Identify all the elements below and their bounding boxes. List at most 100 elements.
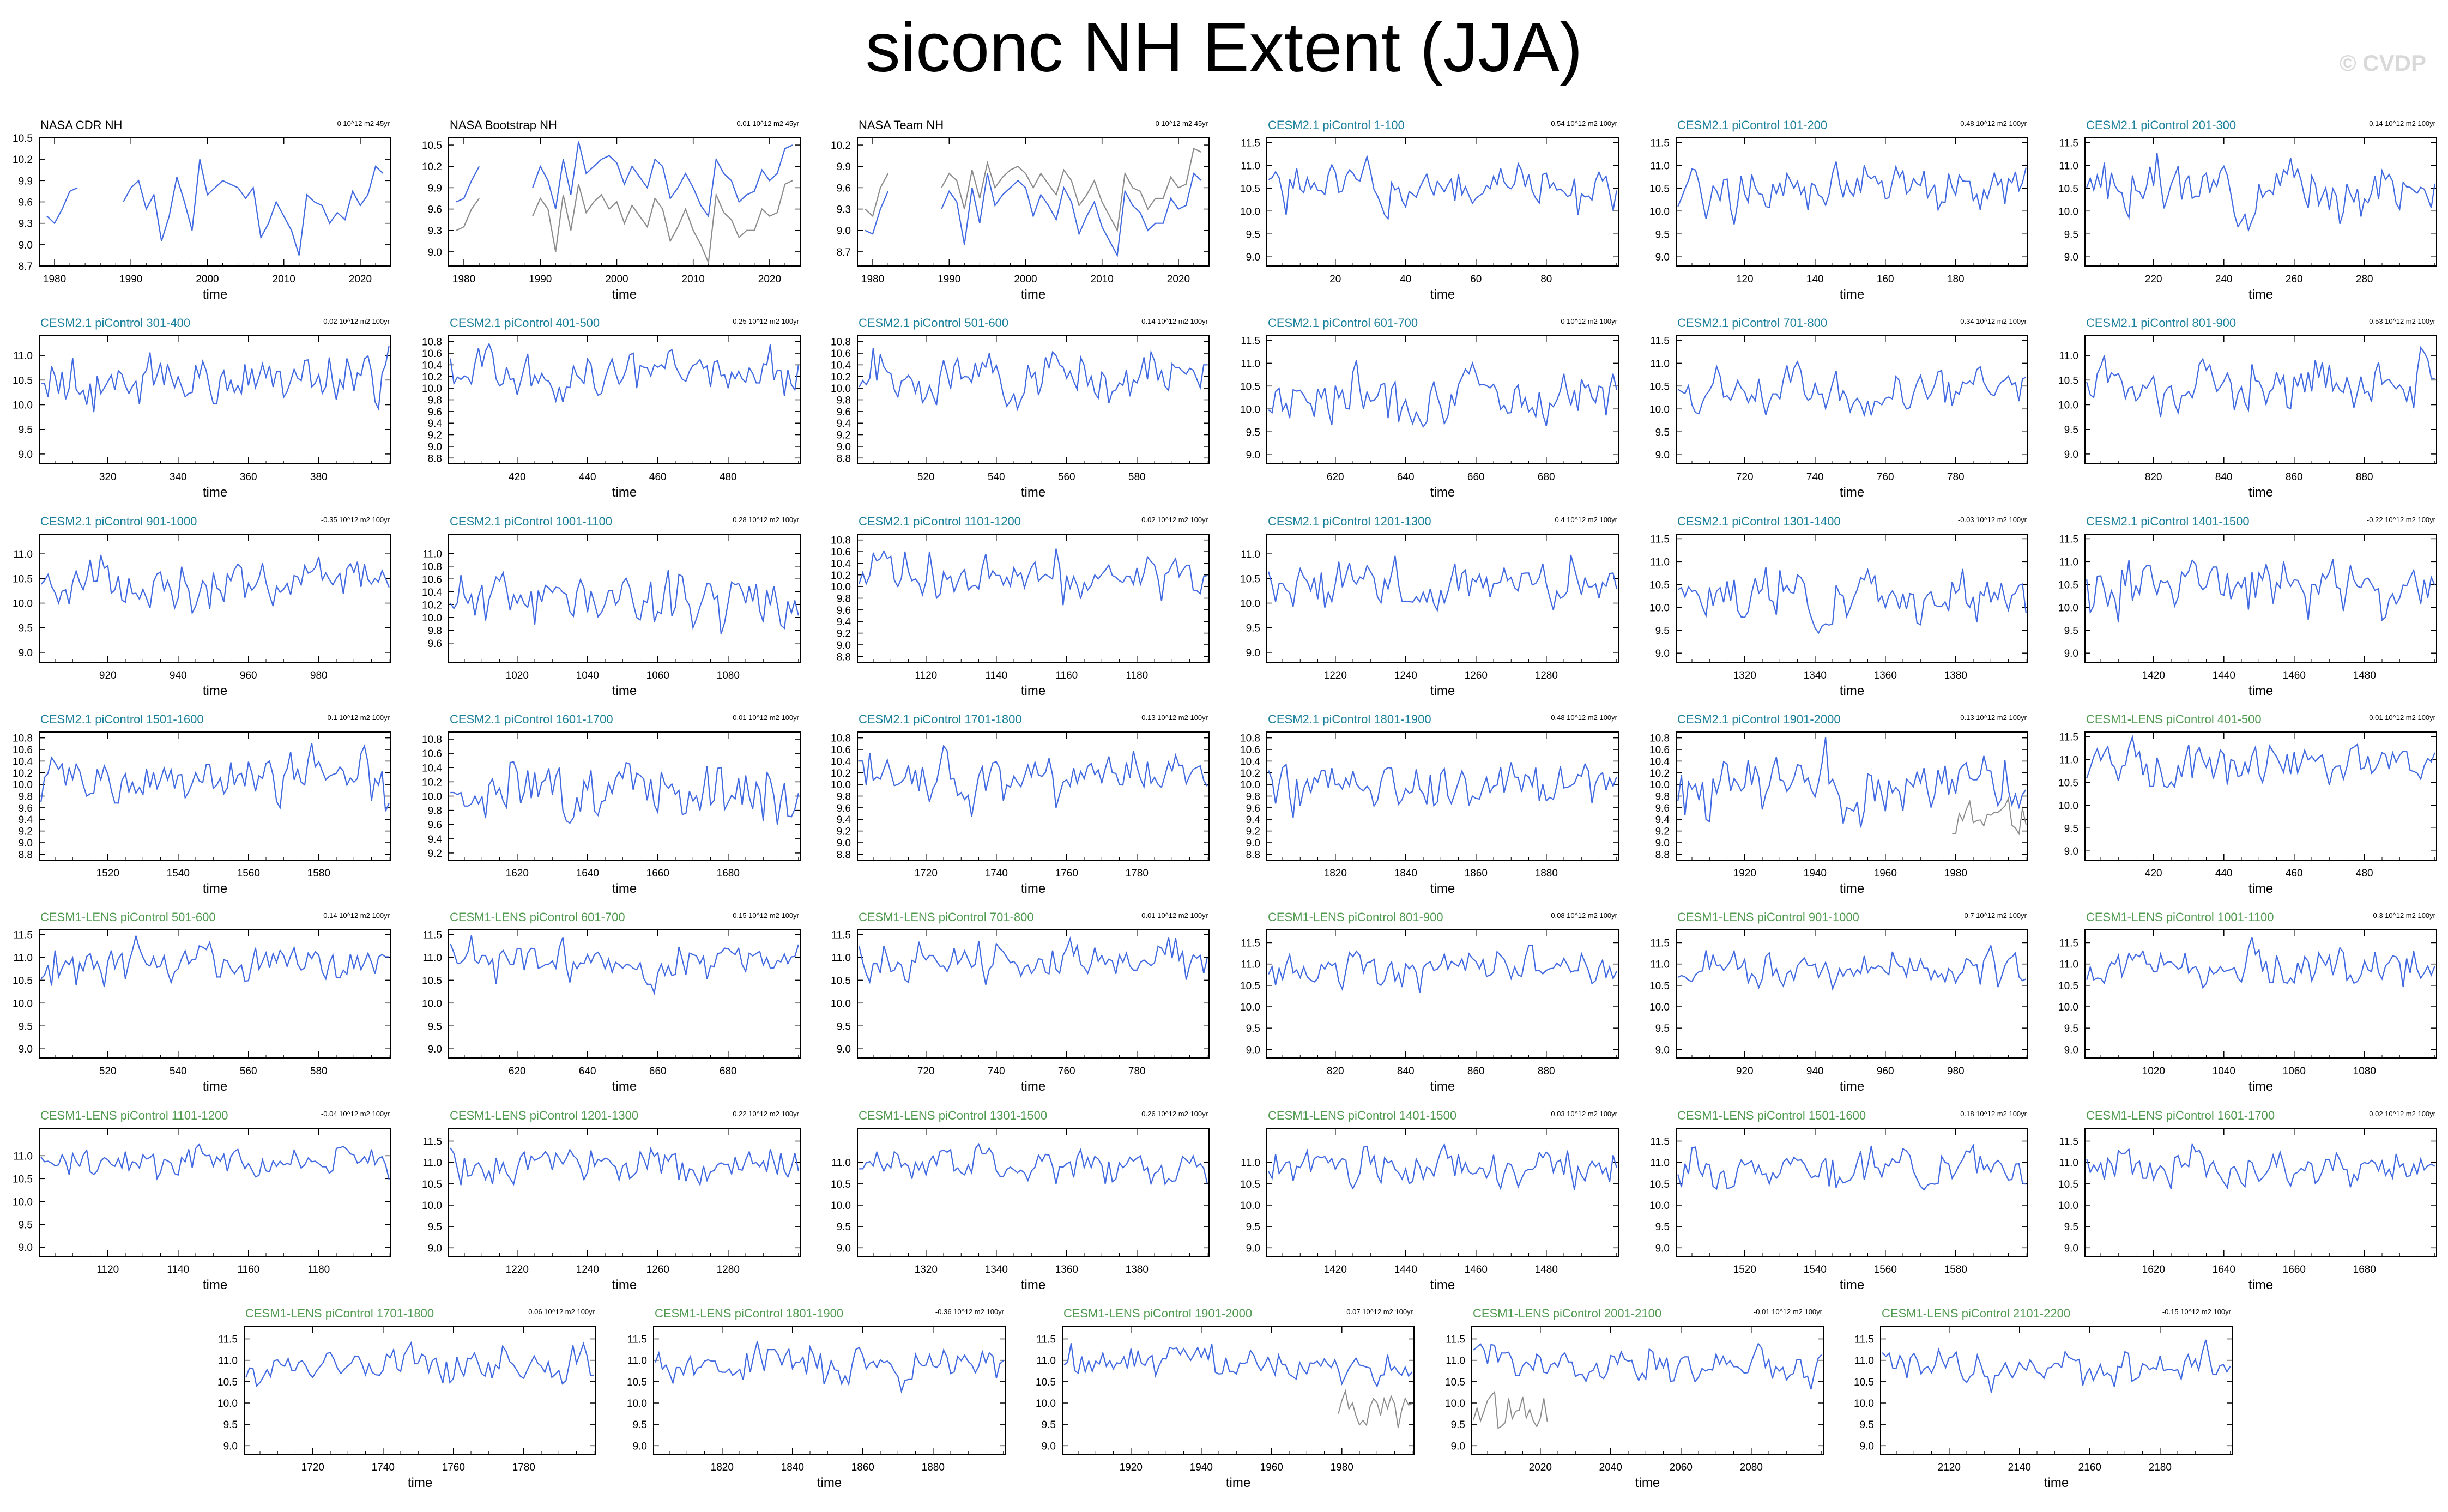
panel-25: CESM1-LENS piControl 501-600 0.14 10^12 m… <box>13 910 391 1094</box>
x-axis-label: time <box>1840 1079 1864 1094</box>
x-tick-label: 840 <box>1397 1066 1415 1077</box>
y-tick-label: 10.0 <box>831 1200 851 1212</box>
x-tick-label: 780 <box>1128 1066 1146 1077</box>
y-tick-label: 10.0 <box>2058 400 2078 412</box>
series-line-model <box>40 935 389 988</box>
panel-28: CESM1-LENS piControl 801-900 0.08 10^12 m… <box>1240 910 1619 1094</box>
y-tick-label: 11.0 <box>2059 350 2078 362</box>
x-tick-label: 1440 <box>2213 670 2235 681</box>
x-tick-label: 1620 <box>506 868 529 879</box>
y-tick-label: 8.8 <box>19 849 33 861</box>
x-tick-label: 1020 <box>506 670 529 681</box>
x-axis-label: time <box>1430 287 1455 302</box>
x-tick-label: 660 <box>1467 471 1485 483</box>
y-tick-label: 9.6 <box>837 183 851 194</box>
x-tick-label: 1380 <box>1944 670 1967 681</box>
panel-trend: -0 10^12 m2 45yr <box>1153 119 1208 128</box>
x-tick-label: 1160 <box>237 1264 259 1275</box>
plot-frame <box>1676 534 2028 663</box>
x-tick-label: 880 <box>1538 1066 1555 1077</box>
x-tick-label: 360 <box>240 471 257 483</box>
y-tick-label: 10.6 <box>831 348 851 360</box>
panel-title: CESM2.1 piControl 1501-1600 <box>40 712 204 726</box>
y-tick-label: 10.5 <box>2058 981 2078 992</box>
x-axis-label: time <box>2248 485 2273 500</box>
panel-title: CESM1-LENS piControl 1301-1500 <box>859 1109 1047 1122</box>
panel-trend: 0.28 10^12 m2 100yr <box>733 516 799 524</box>
y-tick-label: 9.6 <box>428 638 442 650</box>
panel-trend: 0.4 10^12 m2 100yr <box>1555 516 1617 524</box>
y-tick-label: 10.4 <box>831 360 851 371</box>
x-tick-label: 2160 <box>2078 1462 2101 1473</box>
panel-36: CESM1-LENS piControl 1601-1700 0.02 10^12… <box>2058 1109 2437 1292</box>
panel-trend: 0.01 10^12 m2 100yr <box>1141 911 1208 920</box>
y-tick-label: 9.0 <box>837 838 851 849</box>
x-tick-label: 1420 <box>2142 670 2165 681</box>
y-tick-label: 10.0 <box>831 582 851 593</box>
y-tick-label: 10.8 <box>422 561 442 573</box>
y-tick-label: 10.0 <box>1240 206 1260 217</box>
x-tick-label: 920 <box>99 670 117 681</box>
x-tick-label: 2020 <box>1167 274 1190 285</box>
y-tick-label: 9.5 <box>1246 623 1260 634</box>
y-tick-label: 9.0 <box>837 1243 851 1254</box>
y-tick-label: 9.0 <box>1246 838 1260 849</box>
panel-title: CESM2.1 piControl 1801-1900 <box>1268 712 1431 726</box>
panel-trend: 0.22 10^12 m2 100yr <box>733 1110 799 1118</box>
y-tick-label: 10.8 <box>1649 733 1670 745</box>
y-tick-label: 9.5 <box>1246 229 1260 240</box>
x-tick-label: 2180 <box>2149 1462 2172 1473</box>
y-tick-label: 10.0 <box>1649 1002 1670 1013</box>
y-tick-label: 9.0 <box>19 449 33 461</box>
y-tick-label: 9.5 <box>1246 1221 1260 1233</box>
x-tick-label: 640 <box>579 1066 596 1077</box>
plot-frame <box>448 929 801 1059</box>
y-tick-label: 9.4 <box>19 814 33 826</box>
x-axis-label: time <box>203 684 227 698</box>
y-tick-label: 9.5 <box>1655 1221 1670 1233</box>
y-tick-label: 10.6 <box>831 745 851 756</box>
y-tick-label: 9.0 <box>1655 252 1670 263</box>
x-axis-label: time <box>203 287 227 302</box>
series-line-model <box>1473 1342 1822 1390</box>
series-line-obs <box>1338 1389 1413 1428</box>
y-tick-label: 9.5 <box>633 1419 647 1431</box>
x-tick-label: 1520 <box>1733 1264 1756 1275</box>
y-tick-label: 9.6 <box>837 803 851 814</box>
y-tick-label: 11.5 <box>1241 137 1260 149</box>
y-tick-label: 9.5 <box>19 1219 33 1231</box>
x-axis-label: time <box>1840 881 1864 896</box>
x-tick-label: 140 <box>1806 274 1824 285</box>
y-tick-label: 11.5 <box>2059 534 2078 545</box>
plot-frame <box>2084 335 2437 464</box>
y-tick-label: 8.8 <box>837 651 851 663</box>
panel-title: CESM2.1 piControl 1601-1700 <box>450 712 613 726</box>
panel-trend: -0.15 10^12 m2 100yr <box>730 911 800 920</box>
y-tick-label: 11.0 <box>2059 959 2078 971</box>
panel-title: CESM2.1 piControl 301-400 <box>40 316 190 330</box>
x-tick-label: 1980 <box>1331 1462 1353 1473</box>
y-tick-label: 9.5 <box>1655 427 1670 438</box>
y-tick-label: 11.5 <box>218 1334 238 1346</box>
y-tick-label: 9.9 <box>837 161 851 173</box>
y-tick-label: 9.6 <box>428 407 442 418</box>
y-tick-label: 10.4 <box>1240 756 1260 767</box>
series-line-model <box>1677 944 2027 991</box>
x-tick-label: 1220 <box>1324 670 1347 681</box>
panel-title: CESM1-LENS piControl 501-600 <box>40 910 216 924</box>
x-tick-label: 1880 <box>922 1462 945 1473</box>
panel-38: CESM1-LENS piControl 1801-1900 -0.36 10^1… <box>627 1307 1006 1490</box>
x-tick-label: 1990 <box>119 274 142 285</box>
y-tick-label: 11.0 <box>422 1158 442 1169</box>
x-tick-label: 1920 <box>1733 868 1756 879</box>
x-tick-label: 840 <box>2215 471 2233 483</box>
y-tick-label: 10.5 <box>2058 1179 2078 1190</box>
panel-24: CESM1-LENS piControl 401-500 0.01 10^12 m… <box>2058 712 2437 896</box>
panel-trend: -0.01 10^12 m2 100yr <box>730 713 800 722</box>
y-tick-label: 9.0 <box>1655 648 1670 660</box>
panel-trend: -0.04 10^12 m2 100yr <box>321 1110 390 1118</box>
panel-trend: 0.06 10^12 m2 100yr <box>528 1308 595 1316</box>
x-axis-label: time <box>1430 1278 1455 1292</box>
y-tick-label: 10.5 <box>1445 1377 1465 1388</box>
x-tick-label: 1860 <box>851 1462 874 1473</box>
